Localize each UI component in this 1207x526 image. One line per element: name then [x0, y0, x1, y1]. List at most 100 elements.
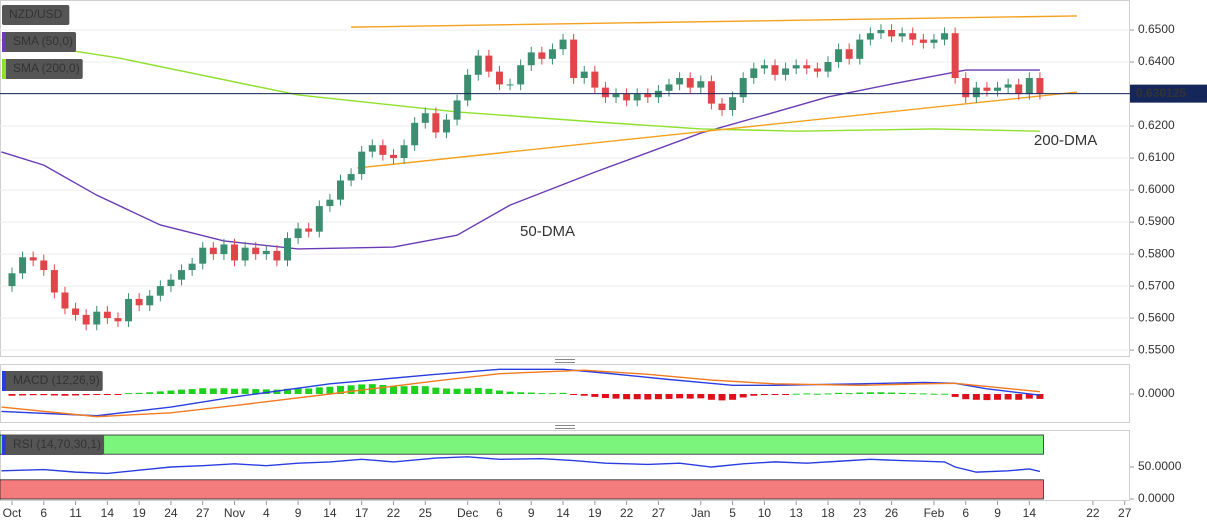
histogram-bar	[241, 388, 249, 394]
candle-body	[750, 68, 758, 79]
x-tick-label: 9	[295, 506, 302, 520]
candle-body	[877, 30, 885, 34]
candle-body	[686, 78, 694, 88]
macd-line	[1, 368, 1041, 417]
chart-title: NZD/USD	[9, 7, 63, 21]
x-tick-label: 17	[355, 506, 369, 520]
candle-body	[199, 247, 207, 264]
histogram-bar	[93, 394, 101, 395]
histogram-bar	[262, 389, 270, 394]
legend-swatch	[2, 435, 6, 455]
histogram-bar	[495, 390, 503, 394]
histogram-bar	[178, 389, 186, 394]
y-tick-label: 0.6500	[1138, 22, 1175, 36]
histogram-bar	[156, 391, 164, 394]
legend-swatch	[2, 59, 6, 79]
legend-entry: SMA (200,0)	[13, 61, 80, 75]
histogram-bar	[601, 394, 609, 399]
label-box	[2, 32, 77, 52]
histogram-bar	[559, 392, 567, 394]
x-tick-label: 14	[1023, 506, 1037, 520]
candle-body	[114, 318, 122, 322]
candle-body	[644, 94, 652, 98]
histogram-bar	[19, 394, 27, 396]
y-tick-label: 0.5500	[1138, 342, 1175, 356]
candle-body	[580, 71, 588, 79]
candle-body	[347, 174, 355, 181]
candle-body	[336, 180, 344, 200]
resize-grip[interactable]	[555, 359, 575, 429]
trend-line	[357, 91, 1078, 169]
x-tick-label: 14	[101, 506, 115, 520]
histogram-bar	[358, 384, 366, 394]
x-tick-label: 19	[132, 506, 146, 520]
price-panel	[0, 0, 1130, 357]
candle-body	[739, 78, 747, 98]
candle-body	[146, 295, 154, 306]
histogram-bar	[686, 394, 694, 399]
histogram-bar	[517, 392, 525, 394]
rsi-band	[0, 479, 1044, 500]
candle-body	[474, 55, 482, 75]
histogram-bar	[729, 394, 737, 400]
candle-body	[326, 199, 334, 207]
candle-body	[464, 74, 472, 101]
candle-body	[962, 78, 970, 98]
histogram-bar	[739, 394, 747, 398]
candle-body	[623, 94, 631, 101]
histogram-bar	[538, 393, 546, 395]
histogram-bar	[930, 393, 938, 395]
candle-body	[835, 49, 843, 63]
histogram-bar	[888, 392, 896, 394]
histogram-bar	[803, 393, 811, 395]
candle-body	[40, 260, 48, 271]
candle-body	[495, 71, 503, 85]
histogram-bar	[8, 394, 16, 396]
histogram-bar	[72, 394, 80, 396]
histogram-bar	[644, 394, 652, 400]
x-tick-label: 9	[994, 506, 1001, 520]
y-tick-label: 0.6100	[1138, 150, 1175, 164]
candle-body	[718, 103, 726, 111]
histogram-bar	[654, 394, 662, 400]
trend-line	[351, 15, 1078, 28]
last-price-box	[1130, 84, 1207, 103]
y-tick-label: 0.5600	[1138, 310, 1175, 324]
histogram-bar	[548, 393, 556, 395]
histogram-bar	[697, 394, 705, 399]
candle-body	[262, 250, 270, 255]
x-tick-label: 6	[962, 506, 969, 520]
x-tick-label: 27	[196, 506, 210, 520]
panel-title: RSI (14,70,30,1)	[13, 437, 101, 451]
candle-body	[506, 84, 514, 86]
candle-body	[729, 97, 737, 111]
histogram-bar	[273, 389, 281, 394]
histogram-bar	[347, 385, 355, 394]
histogram-bar	[389, 385, 397, 394]
candle-body	[824, 62, 832, 72]
candle-body	[760, 65, 768, 69]
candle-body	[125, 298, 133, 322]
histogram-bar	[506, 391, 514, 394]
x-tick-label: 22	[1086, 506, 1100, 520]
histogram-bar	[813, 393, 821, 395]
histogram-bar	[941, 393, 949, 395]
y-tick-label: 0.0000	[1138, 386, 1175, 400]
candle-body	[548, 49, 556, 59]
y-tick-label: 50.0000	[1138, 459, 1182, 473]
candle-body	[368, 145, 376, 152]
candle-body	[294, 228, 302, 239]
x-tick-label: 14	[323, 506, 337, 520]
candle-body	[591, 71, 599, 88]
x-tick-label: 27	[1118, 506, 1132, 520]
candle-body	[676, 78, 684, 85]
candle-body	[61, 292, 69, 309]
x-tick-label: 27	[652, 506, 666, 520]
x-tick-label: 25	[419, 506, 433, 520]
histogram-bar	[580, 394, 588, 396]
moving-average	[1, 69, 1040, 250]
histogram-bar	[125, 393, 133, 395]
candle-body	[273, 250, 281, 261]
candle-body	[919, 39, 927, 43]
